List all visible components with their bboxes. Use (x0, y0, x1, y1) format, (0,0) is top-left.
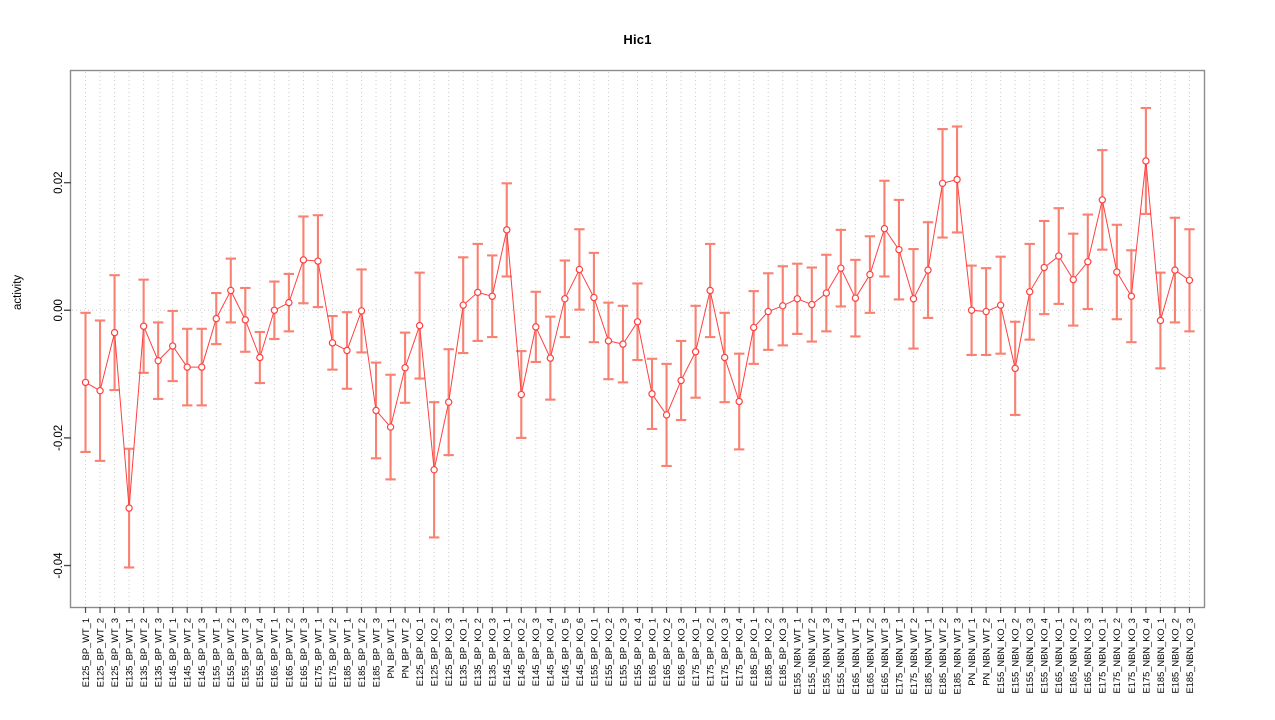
svg-text:E185_BP_KO_2: E185_BP_KO_2 (764, 618, 774, 686)
svg-text:E145_BP_WT_2: E145_BP_WT_2 (183, 618, 193, 687)
x-axis-tick-labels: E125_BP_WT_1 E125_BP_WT_2 E125_BP_WT_3 E135… (81, 618, 1195, 694)
svg-text:E175_BP_KO_4: E175_BP_KO_4 (735, 618, 745, 686)
svg-text:E185_BP_WT_2: E185_BP_WT_2 (357, 618, 367, 687)
svg-text:E155_BP_KO_2: E155_BP_KO_2 (604, 618, 614, 686)
svg-text:E155_BP_WT_2: E155_BP_WT_2 (226, 618, 236, 687)
svg-text:E185_NBN_KO_3: E185_NBN_KO_3 (1185, 618, 1195, 693)
svg-text:E175_BP_KO_3: E175_BP_KO_3 (720, 618, 730, 686)
svg-text:E155_NBN_KO_2: E155_NBN_KO_2 (1011, 618, 1021, 693)
svg-text:E175_NBN_KO_1: E175_NBN_KO_1 (1098, 618, 1108, 693)
svg-text:E175_NBN_KO_3: E175_NBN_KO_3 (1127, 618, 1137, 693)
gridlines (85, 72, 1190, 606)
svg-text:E155_BP_KO_1: E155_BP_KO_1 (589, 618, 599, 686)
svg-text:E175_BP_WT_1: E175_BP_WT_1 (313, 618, 323, 687)
svg-text:E145_BP_WT_3: E145_BP_WT_3 (197, 618, 207, 687)
svg-text:-0.02: -0.02 (53, 425, 65, 451)
svg-text:E185_NBN_KO_1: E185_NBN_KO_1 (1156, 618, 1166, 693)
svg-text:E185_BP_WT_3: E185_BP_WT_3 (371, 618, 381, 687)
page-title: Hic1 (623, 32, 652, 47)
svg-text:E125_BP_WT_3: E125_BP_WT_3 (110, 618, 120, 687)
svg-text:E165_NBN_WT_1: E165_NBN_WT_1 (851, 618, 861, 694)
svg-text:0.02: 0.02 (53, 171, 65, 193)
data-point-markers (81, 157, 1194, 512)
svg-text:E155_BP_KO_3: E155_BP_KO_3 (618, 618, 628, 686)
svg-text:E135_BP_KO_1: E135_BP_KO_1 (459, 618, 469, 686)
svg-text:E145_BP_KO_1: E145_BP_KO_1 (502, 618, 512, 686)
svg-text:E185_NBN_KO_2: E185_NBN_KO_2 (1170, 618, 1180, 693)
svg-text:E155_NBN_KO_4: E155_NBN_KO_4 (1040, 618, 1050, 693)
svg-text:E125_BP_KO_2: E125_BP_KO_2 (430, 618, 440, 686)
svg-text:E145_BP_KO_4: E145_BP_KO_4 (546, 618, 556, 686)
svg-text:E155_NBN_WT_1: E155_NBN_WT_1 (793, 618, 803, 694)
svg-text:E125_BP_KO_1: E125_BP_KO_1 (415, 618, 425, 686)
svg-text:E145_BP_KO_3: E145_BP_KO_3 (531, 618, 541, 686)
svg-text:-0.04: -0.04 (53, 552, 65, 579)
svg-text:E155_NBN_KO_1: E155_NBN_KO_1 (996, 618, 1006, 693)
svg-text:E135_BP_WT_3: E135_BP_WT_3 (154, 618, 164, 687)
svg-text:E155_NBN_WT_3: E155_NBN_WT_3 (822, 618, 832, 694)
svg-text:E135_BP_WT_2: E135_BP_WT_2 (139, 618, 149, 687)
svg-text:E155_BP_WT_1: E155_BP_WT_1 (212, 618, 222, 687)
svg-text:E155_BP_KO_4: E155_BP_KO_4 (633, 618, 643, 686)
x-axis (84, 607, 1191, 613)
svg-text:E165_BP_WT_3: E165_BP_WT_3 (299, 618, 309, 687)
svg-text:E125_BP_KO_3: E125_BP_KO_3 (444, 618, 454, 686)
svg-text:E155_NBN_WT_4: E155_NBN_WT_4 (836, 618, 846, 694)
svg-text:E165_BP_WT_2: E165_BP_WT_2 (284, 618, 294, 687)
svg-text:E135_BP_KO_3: E135_BP_KO_3 (488, 618, 498, 686)
svg-text:E175_NBN_KO_2: E175_NBN_KO_2 (1112, 618, 1122, 693)
svg-text:E175_BP_KO_2: E175_BP_KO_2 (706, 618, 716, 686)
svg-text:E155_NBN_KO_3: E155_NBN_KO_3 (1025, 618, 1035, 693)
svg-text:E185_NBN_WT_1: E185_NBN_WT_1 (923, 618, 933, 694)
svg-text:E175_NBN_WT_1: E175_NBN_WT_1 (894, 618, 904, 694)
svg-text:E135_BP_KO_2: E135_BP_KO_2 (473, 618, 483, 686)
svg-text:PN_BP_WT_1: PN_BP_WT_1 (386, 618, 396, 678)
svg-text:E165_NBN_WT_3: E165_NBN_WT_3 (880, 618, 890, 694)
svg-text:PN_NBN_WT_2: PN_NBN_WT_2 (982, 618, 992, 686)
svg-text:E165_NBN_KO_2: E165_NBN_KO_2 (1069, 618, 1079, 693)
svg-text:E185_BP_KO_1: E185_BP_KO_1 (749, 618, 759, 686)
svg-text:E135_BP_WT_1: E135_BP_WT_1 (125, 618, 135, 687)
svg-text:PN_BP_WT_2: PN_BP_WT_2 (400, 618, 410, 678)
svg-text:E125_BP_WT_2: E125_BP_WT_2 (95, 618, 105, 687)
svg-text:E145_BP_KO_2: E145_BP_KO_2 (517, 618, 527, 686)
svg-text:E185_NBN_WT_2: E185_NBN_WT_2 (938, 618, 948, 694)
svg-text:E145_BP_KO_6: E145_BP_KO_6 (575, 618, 585, 686)
svg-text:E165_BP_KO_3: E165_BP_KO_3 (676, 618, 686, 686)
svg-text:E175_NBN_KO_4: E175_NBN_KO_4 (1141, 618, 1151, 693)
svg-text:E175_BP_KO_1: E175_BP_KO_1 (691, 618, 701, 686)
svg-text:PN_NBN_WT_1: PN_NBN_WT_1 (967, 618, 977, 686)
y-axis: 0.02 0.00 -0.02 -0.04 (53, 171, 71, 579)
svg-text:E145_BP_KO_5: E145_BP_KO_5 (560, 618, 570, 686)
svg-text:E145_BP_WT_1: E145_BP_WT_1 (168, 618, 178, 687)
svg-text:E165_NBN_WT_2: E165_NBN_WT_2 (865, 618, 875, 694)
svg-text:E185_BP_KO_3: E185_BP_KO_3 (778, 618, 788, 686)
svg-text:E155_BP_WT_4: E155_BP_WT_4 (255, 618, 265, 687)
svg-text:E175_NBN_WT_2: E175_NBN_WT_2 (909, 618, 919, 694)
svg-text:E165_BP_WT_1: E165_BP_WT_1 (270, 618, 280, 687)
svg-text:E155_BP_WT_3: E155_BP_WT_3 (241, 618, 251, 687)
svg-text:E165_NBN_KO_1: E165_NBN_KO_1 (1054, 618, 1064, 693)
svg-text:E175_BP_WT_2: E175_BP_WT_2 (328, 618, 338, 687)
svg-text:E165_BP_KO_2: E165_BP_KO_2 (662, 618, 672, 686)
svg-text:E165_BP_KO_1: E165_BP_KO_1 (647, 618, 657, 686)
svg-text:E125_BP_WT_1: E125_BP_WT_1 (81, 618, 91, 687)
svg-text:E185_NBN_WT_3: E185_NBN_WT_3 (952, 618, 962, 694)
svg-text:E155_NBN_WT_2: E155_NBN_WT_2 (807, 618, 817, 694)
svg-text:0.00: 0.00 (53, 299, 65, 321)
svg-text:E185_BP_WT_1: E185_BP_WT_1 (342, 618, 352, 687)
svg-text:E165_NBN_KO_3: E165_NBN_KO_3 (1083, 618, 1093, 693)
